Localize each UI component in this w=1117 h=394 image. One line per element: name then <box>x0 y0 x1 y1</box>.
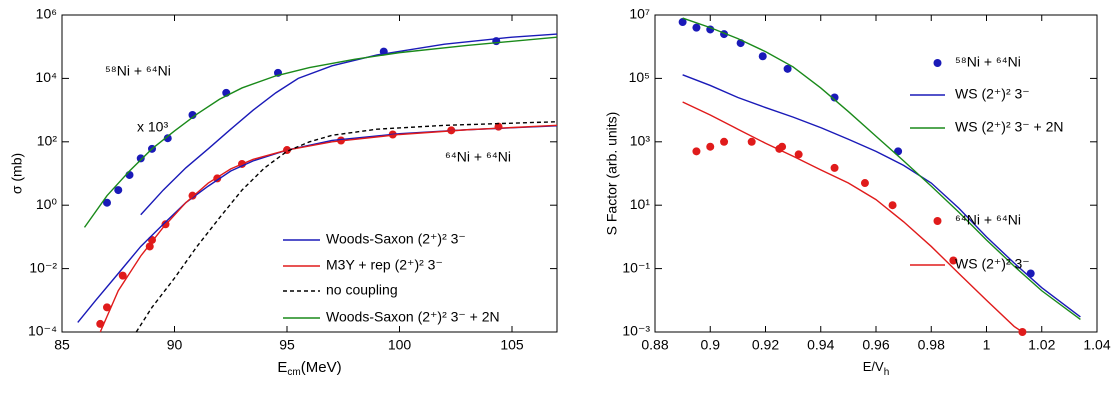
y-axis-label: S Factor (arb. units) <box>604 112 620 236</box>
curve <box>682 101 1023 333</box>
data-point <box>678 18 687 27</box>
legend-label: ⁵⁸Ni + ⁶⁴Ni <box>955 54 1021 70</box>
x-tick-label: 1 <box>983 337 991 353</box>
data-point <box>145 242 154 251</box>
data-point <box>830 93 839 102</box>
x-tick-label: 1.02 <box>1028 337 1055 353</box>
legend-label: M3Y + rep (2⁺)² 3⁻ <box>326 257 443 273</box>
y-tick-label: 10¹ <box>630 196 651 212</box>
x-tick-label: 0.96 <box>862 337 889 353</box>
x-tick-label: 0.98 <box>918 337 945 353</box>
plot-frame <box>61 14 558 333</box>
x-axis-label-part: E <box>277 359 287 376</box>
data-point <box>118 271 127 280</box>
legend-label: WS (2⁺)² 3⁻ <box>955 256 1030 272</box>
legend-label: WS (2⁺)² 3⁻ <box>955 86 1030 102</box>
y-tick-label: 10⁵ <box>629 69 650 85</box>
x-axis-label-part: h <box>884 367 890 378</box>
x-tick-label: 95 <box>279 337 295 353</box>
plot-frame <box>654 14 1098 333</box>
data-point <box>103 198 111 207</box>
data-point <box>747 137 756 146</box>
y-tick-label: 10⁻¹ <box>622 259 650 275</box>
x-tick-label: 0.9 <box>701 337 721 353</box>
x-axis-label: Ecm(MeV) <box>277 359 341 378</box>
data-point <box>692 147 701 156</box>
x-tick-label: 0.92 <box>752 337 779 353</box>
data-point <box>778 142 787 151</box>
annotation: ⁵⁸Ni + ⁶⁴Ni <box>105 63 171 79</box>
x-axis-label-part: E/V <box>863 359 884 374</box>
legend-marker <box>933 59 942 67</box>
data-point <box>706 142 715 151</box>
y-tick-label: 10⁴ <box>35 69 57 85</box>
data-point <box>163 134 172 143</box>
legend-label: no coupling <box>326 282 398 298</box>
y-tick-label: 10⁻² <box>29 259 57 275</box>
data-point <box>114 186 123 195</box>
annotation: ⁶⁴Ni + ⁶⁴Ni <box>445 149 511 165</box>
curve <box>682 74 1081 318</box>
curve <box>83 36 558 228</box>
x-tick-label: 105 <box>500 337 524 353</box>
data-point <box>830 163 839 172</box>
y-tick-label: 10³ <box>630 133 651 149</box>
x-tick-label: 85 <box>54 337 70 353</box>
x-tick-label: 0.94 <box>807 337 834 353</box>
data-point <box>794 150 803 159</box>
data-point <box>103 303 111 312</box>
legend-marker <box>933 217 942 225</box>
y-tick-label: 10² <box>37 133 58 149</box>
legend-label: WS (2⁺)² 3⁻ + 2N <box>955 119 1064 135</box>
data-point <box>136 154 145 163</box>
curve <box>682 17 1081 320</box>
curve <box>99 124 558 333</box>
y-tick-label: 10⁰ <box>36 196 58 212</box>
x-tick-label: 100 <box>388 337 412 353</box>
legend-label: Woods-Saxon (2⁺)² 3⁻ <box>326 231 466 247</box>
data-point <box>188 111 197 120</box>
data-point <box>1018 328 1027 336</box>
data-point <box>720 137 729 146</box>
x-axis-label-part: (MeV) <box>301 359 342 376</box>
y-tick-label: 10⁶ <box>36 6 57 22</box>
data-point <box>888 201 897 210</box>
y-axis-label: σ (mb) <box>9 153 25 194</box>
curve <box>77 33 558 323</box>
x-tick-label: 90 <box>167 337 183 353</box>
y-tick-label: 10⁷ <box>629 6 650 22</box>
annotation: x 10³ <box>137 119 168 135</box>
x-tick-label: 1.04 <box>1083 337 1110 353</box>
data-point <box>758 52 767 61</box>
legend-label: ⁶⁴Ni + ⁶⁴Ni <box>955 212 1021 228</box>
x-axis-label: E/Vh <box>863 359 890 377</box>
x-tick-label: 0.88 <box>641 337 668 353</box>
data-point <box>783 64 792 73</box>
y-tick-label: 10⁻³ <box>622 323 650 339</box>
data-point <box>692 23 701 32</box>
curve <box>135 121 558 333</box>
y-tick-label: 10⁻⁴ <box>28 323 57 339</box>
data-point <box>860 179 869 188</box>
data-point <box>949 256 958 265</box>
x-axis-label-part: cm <box>287 367 300 378</box>
legend-label: Woods-Saxon (2⁺)² 3⁻ + 2N <box>326 309 500 325</box>
